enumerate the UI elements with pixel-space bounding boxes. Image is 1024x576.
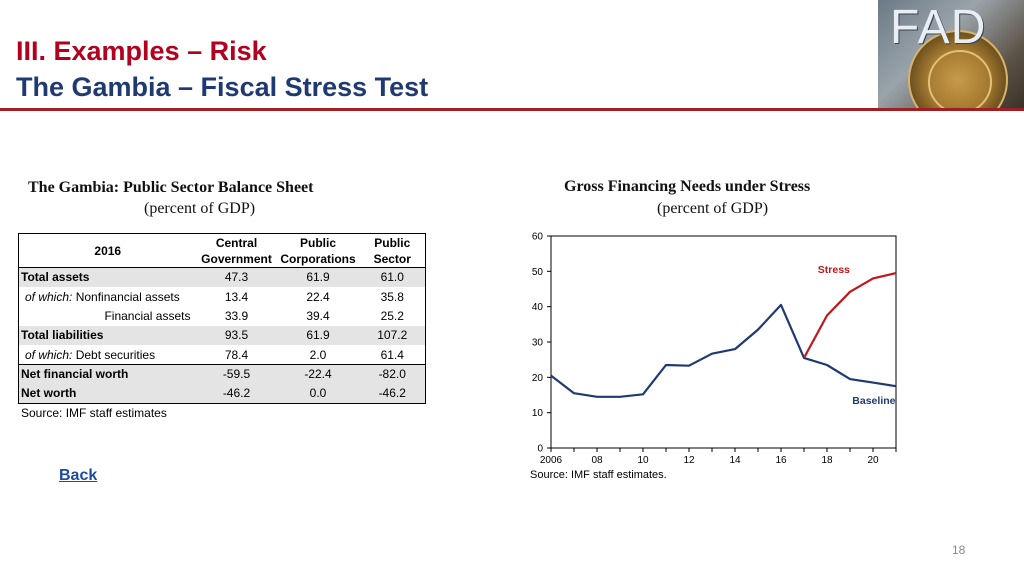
table-cell: -22.4 [304,367,332,382]
slide-title-section: III. Examples – Risk [16,36,267,66]
x-tick-label: 12 [683,455,695,466]
table-cell: -82.0 [359,364,426,384]
chart-subtitle: (percent of GDP) [657,200,769,217]
table-cell: 61.0 [359,267,426,287]
row-label: of which: Debt securities [18,345,197,365]
back-link[interactable]: Back [59,467,98,484]
row-label: Net worth [18,383,197,404]
row-label: Financial assets [18,306,197,326]
table-title: The Gambia: Public Sector Balance Sheet [28,179,314,196]
table-subtitle: (percent of GDP) [144,200,256,217]
fad-logo-text: FAD [890,1,987,54]
table-cell: 13.4 [224,289,249,304]
table-cell: 78.4 [224,347,249,362]
table-cell: 0.0 [309,386,327,401]
table-cell: 47.3 [224,270,249,285]
series-line-stress [803,272,897,359]
table-row: Total liabilities 93.5 61.9 107.2 [18,325,426,346]
table-row: Total assets 47.3 61.9 61.0 [18,267,426,287]
col-header-public-sector: Public Sector [359,233,426,268]
y-tick-label: 60 [532,232,544,243]
x-tick-label: 14 [729,455,741,466]
chart-source-note: Source: IMF staff estimates. [530,469,667,481]
y-tick-label: 30 [532,338,544,349]
row-label: Total assets [18,267,197,287]
series-label-baseline: Baseline [852,395,895,407]
chart-title: Gross Financing Needs under Stress [564,178,811,195]
table-row: of which: Nonfinancial assets 13.4 22.4 … [18,286,426,307]
row-label: of which: Nonfinancial assets [18,286,197,307]
x-tick-label: 16 [775,455,787,466]
x-tick-label: 18 [821,455,833,466]
series-label-stress: Stress [818,264,850,276]
table-cell: 61.9 [306,270,330,285]
x-tick-label: 08 [591,455,603,466]
table-cell: 107.2 [359,325,426,346]
x-tick-label: 20 [867,455,879,466]
table-cell: -46.2 [222,386,251,401]
fad-logo: FAD [878,0,1024,108]
header-divider [0,108,1024,111]
table-cell: 39.4 [306,308,330,323]
page-number: 18 [952,543,966,557]
table-row: of which: Debt securities 78.4 2.0 61.4 [18,345,426,365]
table-cell: 33.9 [224,308,249,323]
y-tick-label: 10 [532,408,544,419]
table-cell: 2.0 [309,347,327,362]
y-tick-label: 20 [532,373,544,384]
table-row: Net worth -46.2 0.0 -46.2 [18,383,426,404]
table-source-note: Source: IMF staff estimates [21,406,167,420]
x-tick-label: 2006 [540,455,563,466]
series-line-baseline [550,303,897,398]
table-cell: 35.8 [359,286,426,307]
y-tick-label: 50 [532,267,544,278]
slide-title: The Gambia – Fiscal Stress Test [16,72,429,102]
table-cell: -59.5 [222,367,251,382]
table-cell: 93.5 [224,328,249,343]
imf-seal-icon [908,30,1008,108]
y-tick-label: 40 [532,302,544,313]
table-row: Financial assets 33.9 39.4 25.2 [18,306,426,326]
table-cell: -46.2 [359,383,426,404]
table-row: Net financial worth -59.5 -22.4 -82.0 [18,364,426,384]
y-tick-label: 0 [537,444,543,455]
table-cell: 61.9 [306,328,330,343]
balance-sheet-table: 2016 Central Government Public Corporation… [18,233,426,404]
row-label: Net financial worth [18,364,197,384]
table-cell: 22.4 [306,289,330,304]
table-cell: 25.2 [359,306,426,326]
row-label: Total liabilities [18,325,197,346]
financing-needs-chart: 0 10 20 30 40 50 60 2006 08 10 12 14 16 18 20 Baseline S… [532,232,897,466]
table-cell: 61.4 [359,345,426,365]
x-tick-label: 10 [637,455,649,466]
col-header-public-corporations: Public Corporations [280,235,356,266]
col-header-central-government: Central Government [201,235,272,266]
year-header: 2016 [18,233,197,268]
